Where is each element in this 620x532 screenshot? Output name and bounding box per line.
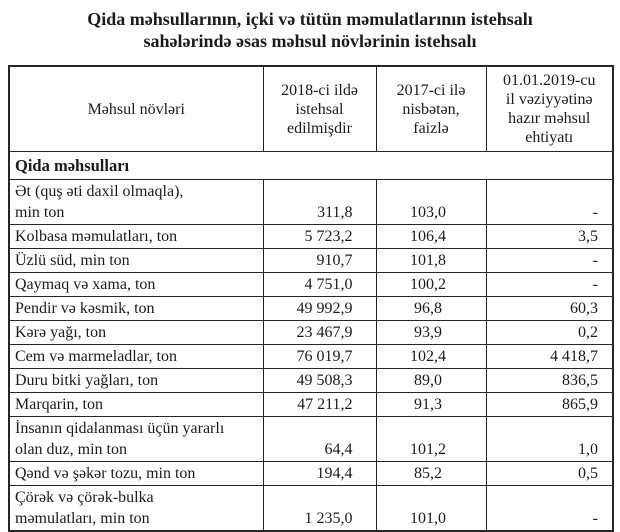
production-table: Məhsul növləri 2018-ci ildə istehsal edi…: [8, 65, 614, 532]
produced-value: 47 211,2: [262, 392, 377, 417]
percent-value: 101,8: [375, 248, 487, 273]
product-name: Kolbasa məmulatları, ton: [8, 224, 264, 249]
table-row: Kərə yağı, ton 23 467,9 93,9 0,2: [8, 320, 614, 345]
produced-value: 49 992,9: [262, 296, 377, 321]
produced-value: 49 508,3: [262, 368, 377, 393]
section-row: Qida məhsulları: [8, 151, 614, 180]
product-name: Ət (quş əti daxil olmaqla), min ton: [8, 179, 264, 225]
stock-value: 865,9: [485, 392, 614, 417]
product-name: Pendir və kəsmik, ton: [8, 296, 264, 321]
stock-value: 836,5: [485, 368, 614, 393]
col-header-produced-2018: 2018-ci ildə istehsal edilmişdir: [262, 65, 377, 152]
percent-value: 89,0: [375, 368, 487, 393]
table-row: Qaymaq və xama, ton 4 751,0 100,2 -: [8, 272, 614, 297]
table-row: Üzlü süd, min ton 910,7 101,8 -: [8, 248, 614, 273]
stock-value: 4 418,7: [485, 344, 614, 369]
table-row: Cem və marmeladlar, ton 76 019,7 102,4 4…: [8, 344, 614, 369]
product-name: Qaymaq və xama, ton: [8, 272, 264, 297]
produced-value: 194,4: [262, 461, 377, 486]
produced-value: 4 751,0: [262, 272, 377, 297]
product-name: Marqarin, ton: [8, 392, 264, 417]
produced-value: 311,8: [262, 179, 377, 225]
table-row: Kolbasa məmulatları, ton 5 723,2 106,4 3…: [8, 224, 614, 249]
percent-value: 101,2: [375, 416, 487, 462]
percent-value: 93,9: [375, 320, 487, 345]
percent-value: 91,3: [375, 392, 487, 417]
percent-value: 96,8: [375, 296, 487, 321]
percent-value: 103,0: [375, 179, 487, 225]
product-name: Kərə yağı, ton: [8, 320, 264, 345]
percent-value: 85,2: [375, 461, 487, 486]
col-header-stock-2019: 01.01.2019-cu il vəziyyətinə hazır məhsu…: [485, 65, 614, 152]
col-header-vs-2017-percent: 2017-ci ilə nisbətən, faizlə: [375, 65, 487, 152]
stock-value: -: [485, 485, 614, 532]
stock-value: 3,5: [485, 224, 614, 249]
table-row: Çörək və çörək-bulka məmulatları, min to…: [8, 485, 614, 532]
produced-value: 23 467,9: [262, 320, 377, 345]
stock-value: 1,0: [485, 416, 614, 462]
table-row: İnsanın qidalanması üçün yararlı olan du…: [8, 416, 614, 462]
stock-value: -: [485, 179, 614, 225]
product-name: Cem və marmeladlar, ton: [8, 344, 264, 369]
section-title: Qida məhsulları: [8, 151, 614, 180]
stock-value: -: [485, 248, 614, 273]
header-row: Məhsul növləri 2018-ci ildə istehsal edi…: [8, 65, 614, 152]
stock-value: 60,3: [485, 296, 614, 321]
produced-value: 76 019,7: [262, 344, 377, 369]
produced-value: 1 235,0: [262, 485, 377, 532]
percent-value: 100,2: [375, 272, 487, 297]
page-title: Qida məhsullarının, içki və tütün məmula…: [87, 9, 533, 51]
product-name: Qənd və şəkər tozu, min ton: [8, 461, 264, 486]
stock-value: 0,5: [485, 461, 614, 486]
product-name: Çörək və çörək-bulka məmulatları, min to…: [8, 485, 264, 532]
percent-value: 102,4: [375, 344, 487, 369]
stock-value: 0,2: [485, 320, 614, 345]
product-name: İnsanın qidalanması üçün yararlı olan du…: [8, 416, 264, 462]
stock-value: -: [485, 272, 614, 297]
col-header-product-types: Məhsul növləri: [8, 65, 264, 152]
product-name: Duru bitki yağları, ton: [8, 368, 264, 393]
percent-value: 101,0: [375, 485, 487, 532]
table-row: Marqarin, ton 47 211,2 91,3 865,9: [8, 392, 614, 417]
table-row: Pendir və kəsmik, ton 49 992,9 96,8 60,3: [8, 296, 614, 321]
table-row: Duru bitki yağları, ton 49 508,3 89,0 83…: [8, 368, 614, 393]
percent-value: 106,4: [375, 224, 487, 249]
table-row: Ət (quş əti daxil olmaqla), min ton 311,…: [8, 179, 614, 225]
product-name: Üzlü süd, min ton: [8, 248, 264, 273]
table-row: Qənd və şəkər tozu, min ton 194,4 85,2 0…: [8, 461, 614, 486]
produced-value: 910,7: [262, 248, 377, 273]
produced-value: 64,4: [262, 416, 377, 462]
produced-value: 5 723,2: [262, 224, 377, 249]
